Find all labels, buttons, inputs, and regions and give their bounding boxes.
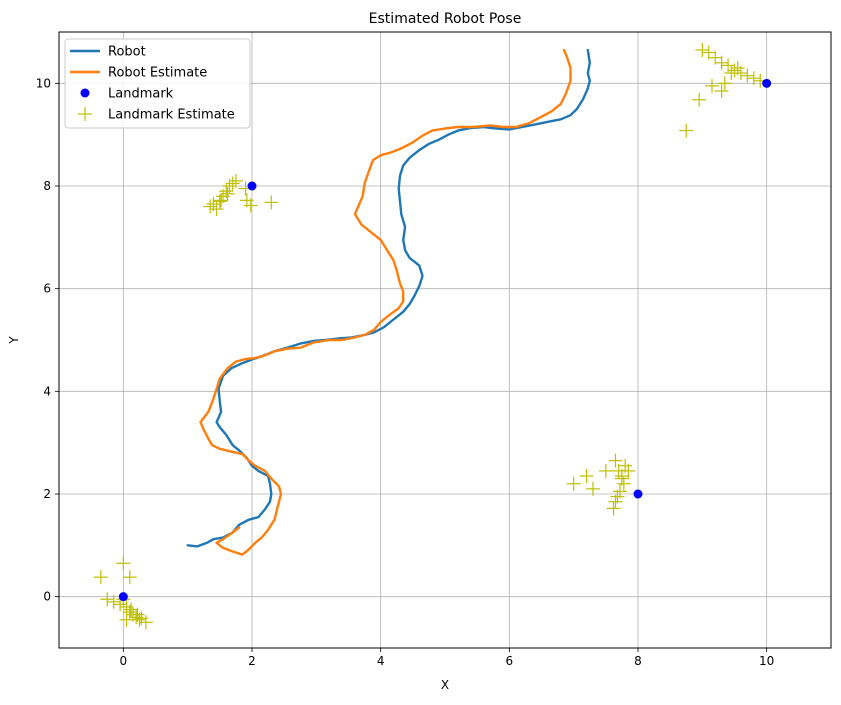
landmark-estimate-point [106,594,121,609]
grid [59,32,831,648]
landmark-estimate-point [614,469,629,484]
landmark-point [247,181,257,191]
landmark-estimate-point [206,196,221,211]
landmark-estimate-point [134,611,149,626]
landmark-estimate-point [122,570,137,585]
y-tick-label: 4 [43,384,51,398]
landmark-estimate-point [225,176,240,191]
landmark-estimate-point [220,186,235,201]
landmark-estimate-point [93,570,108,585]
landmark-estimate-point [116,556,131,571]
landmark-estimate-point [579,469,594,484]
landmark-estimate-point [585,481,600,496]
x-tick-label: 0 [120,654,128,668]
y-tick-label: 2 [43,487,51,501]
x-tick-label: 4 [377,654,385,668]
landmark-point [762,78,772,88]
x-tick-label: 8 [634,654,642,668]
landmark-estimate-point [608,453,623,468]
legend-swatch-landmark [80,88,90,98]
x-tick-label: 10 [759,654,774,668]
x-tick-label: 2 [248,654,256,668]
landmark-estimate-point [130,607,145,622]
landmark-estimate-point [727,63,742,78]
y-tick-label: 8 [43,179,51,193]
y-axis-label: Y [7,336,21,345]
landmark-estimate-point [566,476,581,491]
x-tick-label: 6 [506,654,514,668]
landmark-estimate-point [598,463,613,478]
legend-label-robot: Robot [108,45,146,60]
legend: Robot Robot Estimate Landmark Landmark Esti… [64,38,251,129]
landmark-estimate-point [203,199,218,214]
landmark-estimate-point [717,76,732,91]
y-tick-label: 0 [43,590,51,604]
legend-swatch-landmark-estimate [78,107,92,121]
series-layer [93,42,772,630]
legend-label-robot-estimate: Robot Estimate [108,66,207,81]
legend-box [64,38,251,129]
landmark-estimate-point [714,84,729,99]
landmark-point [633,489,643,499]
chart-title: Estimated Robot Pose [369,11,522,27]
y-tick-label: 6 [43,282,51,296]
landmark-estimate-point [740,68,755,83]
y-tick-label: 10 [36,76,51,90]
landmark-estimate-point [695,42,710,57]
landmark-estimate-point [692,92,707,107]
landmark-estimate-point [608,494,623,509]
landmark-estimate-point [724,66,739,81]
landmark-estimate-point [119,612,134,627]
landmark-estimate-point [746,71,761,86]
landmark-estimate-point [606,501,621,516]
landmark-estimate-point [214,193,229,208]
robot-line [186,48,591,548]
landmark-estimate-point [228,173,243,188]
robot-estimate-line [199,48,572,556]
landmark-estimate-point [679,123,694,138]
landmark-estimate-point [616,476,631,491]
x-axis-label: X [441,678,449,692]
legend-label-landmark-estimate: Landmark Estimate [108,108,235,123]
landmark-point [118,592,128,602]
landmark-estimate-point [264,195,279,210]
landmark-estimate-point [714,55,729,70]
landmark-estimate-point [243,198,258,213]
plot-frame [58,31,832,649]
landmark-estimate-point [704,78,719,93]
landmark-estimate-point [100,592,115,607]
legend-label-landmark: Landmark [108,87,174,102]
ticks: 0 2 4 6 8 10 0 2 4 6 8 10 [36,76,775,668]
